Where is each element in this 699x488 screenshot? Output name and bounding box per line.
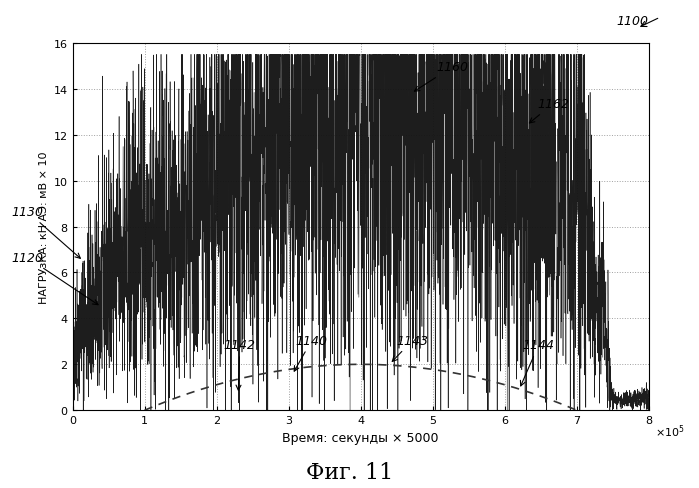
Text: 1142: 1142 [224,339,256,390]
Text: 1100: 1100 [617,16,649,28]
Text: 1120: 1120 [11,251,98,305]
Y-axis label: НАГРУзКА: кН АЭ: мВ × 10: НАГРУзКА: кН АЭ: мВ × 10 [39,151,50,303]
Text: 1140: 1140 [294,334,328,371]
Text: Фиг. 11: Фиг. 11 [306,461,393,483]
Text: 1143: 1143 [392,334,428,362]
X-axis label: Время: секунды × 5000: Время: секунды × 5000 [282,431,439,444]
Text: 1130: 1130 [11,205,80,259]
Text: $\times 10^5$: $\times 10^5$ [654,423,684,440]
Text: 1162: 1162 [529,98,569,123]
Text: 1160: 1160 [415,61,468,92]
Text: 1144: 1144 [521,339,555,386]
